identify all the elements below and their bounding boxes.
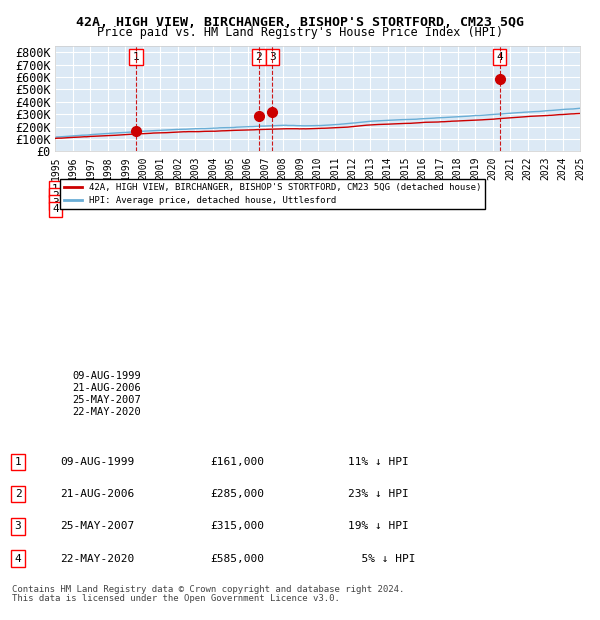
Text: 21-AUG-2006: 21-AUG-2006 (72, 383, 141, 393)
Text: 22-MAY-2020: 22-MAY-2020 (72, 407, 141, 417)
Text: 5% ↓ HPI: 5% ↓ HPI (348, 554, 415, 564)
Text: Price paid vs. HM Land Registry's House Price Index (HPI): Price paid vs. HM Land Registry's House … (97, 26, 503, 39)
Text: 23% ↓ HPI: 23% ↓ HPI (348, 489, 409, 499)
Text: 3: 3 (269, 52, 275, 62)
Text: 1: 1 (133, 52, 139, 62)
Text: 09-AUG-1999: 09-AUG-1999 (72, 371, 141, 381)
Legend: 42A, HIGH VIEW, BIRCHANGER, BISHOP'S STORTFORD, CM23 5QG (detached house), HPI: : 42A, HIGH VIEW, BIRCHANGER, BISHOP'S STO… (60, 179, 485, 209)
Text: 4: 4 (14, 554, 22, 564)
Text: 3: 3 (14, 521, 22, 531)
Text: This data is licensed under the Open Government Licence v3.0.: This data is licensed under the Open Gov… (12, 595, 340, 603)
Text: £285,000: £285,000 (210, 489, 264, 499)
Text: 25-MAY-2007: 25-MAY-2007 (60, 521, 134, 531)
Text: £585,000: £585,000 (210, 554, 264, 564)
Text: 1: 1 (52, 184, 59, 194)
Text: 3: 3 (52, 198, 59, 208)
Text: 2: 2 (52, 191, 59, 201)
Text: 25-MAY-2007: 25-MAY-2007 (72, 395, 141, 405)
Text: 11% ↓ HPI: 11% ↓ HPI (348, 457, 409, 467)
Text: 21-AUG-2006: 21-AUG-2006 (60, 489, 134, 499)
Text: 2: 2 (14, 489, 22, 499)
Text: 4: 4 (52, 205, 59, 215)
Text: 1: 1 (14, 457, 22, 467)
Text: 4: 4 (496, 52, 503, 62)
Text: 09-AUG-1999: 09-AUG-1999 (60, 457, 134, 467)
Text: £161,000: £161,000 (210, 457, 264, 467)
Text: 42A, HIGH VIEW, BIRCHANGER, BISHOP'S STORTFORD, CM23 5QG: 42A, HIGH VIEW, BIRCHANGER, BISHOP'S STO… (76, 16, 524, 29)
Text: £315,000: £315,000 (210, 521, 264, 531)
Text: 22-MAY-2020: 22-MAY-2020 (60, 554, 134, 564)
Text: Contains HM Land Registry data © Crown copyright and database right 2024.: Contains HM Land Registry data © Crown c… (12, 585, 404, 594)
Text: 19% ↓ HPI: 19% ↓ HPI (348, 521, 409, 531)
Text: 2: 2 (256, 52, 262, 62)
